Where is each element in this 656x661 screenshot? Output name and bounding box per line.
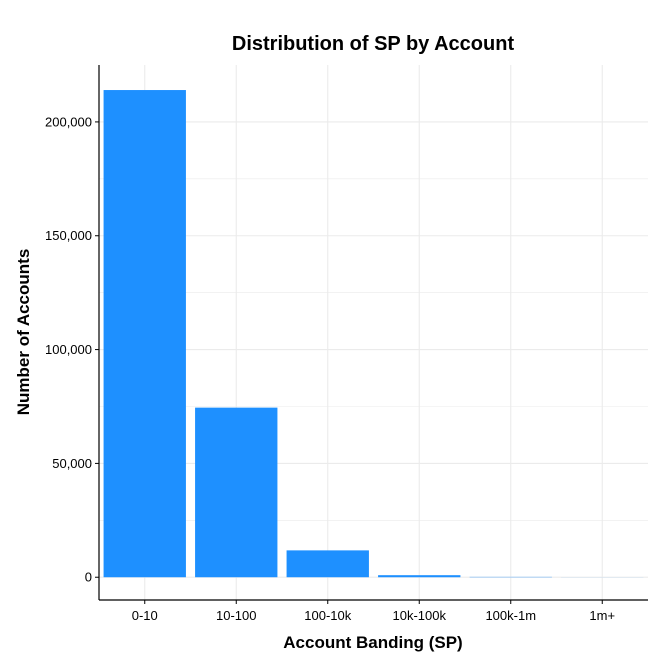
y-tick-label: 50,000 xyxy=(52,456,92,471)
x-axis-ticks: 0-10 10-100 100-10k 10k-100k 100k-1m 1m+ xyxy=(132,600,615,623)
x-tick-label: 10k-100k xyxy=(393,608,447,623)
x-tick-label: 100k-1m xyxy=(485,608,536,623)
x-tick-label: 10-100 xyxy=(216,608,256,623)
x-axis-title: Account Banding (SP) xyxy=(283,633,462,652)
y-tick-label: 150,000 xyxy=(45,228,92,243)
x-tick-label: 1m+ xyxy=(589,608,615,623)
x-tick-label: 0-10 xyxy=(132,608,158,623)
x-tick-label: 100-10k xyxy=(304,608,351,623)
bar-100-10k xyxy=(287,550,369,577)
bar-10-100 xyxy=(195,408,277,578)
y-axis-title: Number of Accounts xyxy=(14,249,33,416)
y-tick-label: 200,000 xyxy=(45,114,92,129)
y-tick-label: 100,000 xyxy=(45,342,92,357)
y-axis-ticks: 0 50,000 100,000 150,000 200,000 xyxy=(45,114,99,584)
bar-0-10 xyxy=(104,90,186,577)
chart-title: Distribution of SP by Account xyxy=(232,33,515,55)
y-tick-label: 0 xyxy=(85,570,92,585)
bars xyxy=(104,90,644,577)
bar-10k-100k xyxy=(378,575,460,577)
